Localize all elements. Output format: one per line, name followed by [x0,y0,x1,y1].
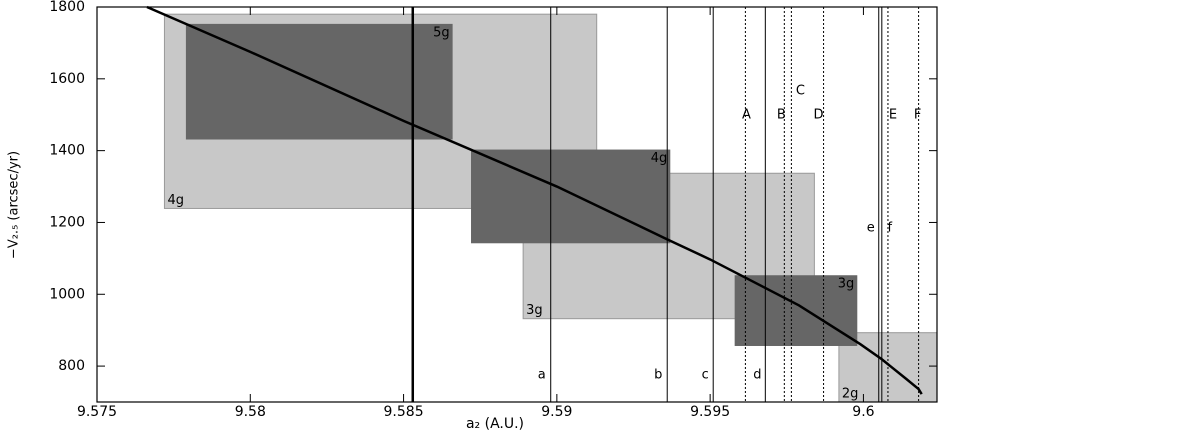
x-axis-label: a₂ (A.U.) [466,416,524,432]
line-label: b [654,368,662,383]
box [734,275,858,346]
line-label: B [777,108,786,123]
curve [146,5,923,395]
box-label: 4g [167,193,184,208]
x-tick-label: 9.575 [77,404,117,420]
x-tick-label: 9.595 [690,404,730,420]
line-label: f [888,221,893,236]
box-label: 5g [433,25,450,40]
y-tick-label: 1400 [49,143,85,159]
y-tick-label: 800 [58,358,85,374]
line-label: E [889,108,897,123]
box-label: 2g [842,387,859,402]
line-label: d [753,368,761,383]
y-tick-label: 1200 [49,214,85,230]
box-label: 3g [526,303,543,318]
y-tick-label: 1000 [49,286,85,302]
line-label: e [867,221,875,236]
x-tick-label: 9.585 [384,404,424,420]
y-tick-label: 1800 [49,0,85,15]
y-tick-label: 1600 [49,71,85,87]
line-label: D [814,108,824,123]
line-label: A [742,108,751,123]
y-axis-label: −V₂.₅ (arcsec/yr) [7,151,22,259]
line-label: C [796,84,805,99]
box-label: 3g [838,277,855,292]
x-tick-label: 9.58 [235,404,266,420]
line-label: F [914,108,921,123]
plot-frame [96,6,938,403]
x-tick-label: 9.6 [852,404,874,420]
line-label: a [538,368,546,383]
line-label: c [702,368,709,383]
box-label: 4g [651,151,668,166]
x-tick-label: 9.59 [541,404,572,420]
